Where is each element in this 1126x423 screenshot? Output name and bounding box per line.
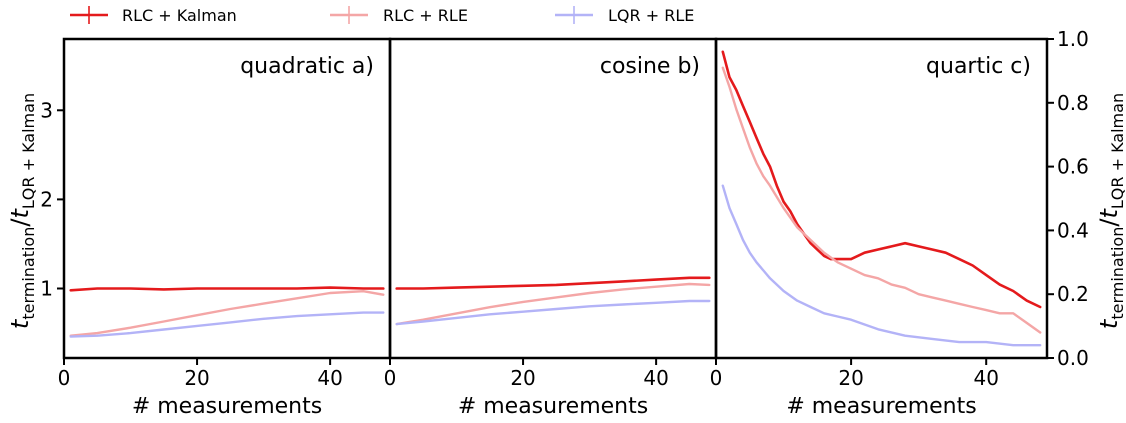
panel-1-xlabel: # measurements <box>132 394 322 419</box>
panel-3-ytick-label-0: 0.0 <box>1057 346 1089 370</box>
legend-item-lqr-rle: LQR + RLE <box>555 6 694 25</box>
panel-2-series-rlc-kalman <box>395 276 711 290</box>
panel-3-ytick-label-1: 0.2 <box>1057 282 1089 306</box>
y-label-sub-den: LQR + Kalman <box>19 93 38 209</box>
panel-3-ytick-label-2: 0.4 <box>1057 218 1089 242</box>
legend-label-rlc-rle: RLC + RLE <box>383 6 468 25</box>
panel-2-title: cosine b) <box>600 54 700 79</box>
panel-2-xlabel: # measurements <box>458 394 648 419</box>
panels: 0 20 40 1 2 3 quadratic a) # measurements 0 20 40 c… <box>40 27 1089 419</box>
panel-3-series-lqr-rle <box>721 184 1042 347</box>
y-label-right-t-den: t <box>1095 208 1123 219</box>
panel-1-ytick-label-0: 1 <box>40 276 53 300</box>
y-label-t-den: t <box>6 208 34 219</box>
panel-1: 0 20 40 1 2 3 quadratic a) # measurements <box>40 37 392 419</box>
y-label-right-sub-den: LQR + Kalman <box>1108 93 1126 209</box>
y-axis-label-right: ttermination/tLQR + Kalman <box>1095 93 1126 329</box>
panel-2-xtick-label-1: 20 <box>510 366 535 390</box>
y-label-t-main: t <box>6 318 34 329</box>
y-label-slash: / <box>6 218 34 227</box>
panel-1-series-rlc-rle <box>69 290 385 337</box>
panel-1-series-rlc-kalman <box>69 286 385 292</box>
panel-3-xtick-label-1: 20 <box>838 366 863 390</box>
panel-3-xtick-label-0: 0 <box>710 366 723 390</box>
legend-label-rlc-kalman: RLC + Kalman <box>122 6 237 25</box>
panel-1-ytick-label-2: 3 <box>40 98 53 122</box>
panel-3-frame <box>714 37 1049 360</box>
panel-3-xlabel: # measurements <box>786 394 976 419</box>
panel-2-series-lqr-rle <box>395 299 711 326</box>
y-label-right-t-main: t <box>1095 318 1123 329</box>
panel-1-ytick-label-1: 2 <box>40 187 53 211</box>
panel-2: 0 20 40 cosine b) # measurements <box>384 37 718 419</box>
panel-3-series-rlc-rle <box>721 66 1042 334</box>
legend-label-lqr-rle: LQR + RLE <box>608 6 694 25</box>
panel-2-xtick-label-0: 0 <box>384 366 397 390</box>
legend: RLC + Kalman RLC + RLE LQR + RLE <box>70 6 694 25</box>
y-label-sub-main: termination <box>19 227 38 320</box>
panel-3: 0 20 40 0.0 0.2 0.4 0.6 0.8 1.0 quartic c) # measu… <box>710 27 1089 419</box>
panel-3-series-rlc-kalman <box>721 50 1042 309</box>
panel-3-xtick-label-2: 40 <box>973 366 998 390</box>
panel-3-title: quartic c) <box>926 54 1031 79</box>
panel-2-series-rlc-rle <box>395 282 711 326</box>
panel-1-xtick-label-0: 0 <box>58 366 71 390</box>
panel-2-xtick-label-2: 40 <box>643 366 668 390</box>
panel-3-ytick-label-5: 1.0 <box>1057 27 1089 51</box>
legend-item-rlc-rle: RLC + RLE <box>330 6 468 25</box>
panel-1-title: quadratic a) <box>240 54 374 79</box>
y-label-right-slash: / <box>1095 218 1123 227</box>
y-label-right-sub-main: termination <box>1108 227 1126 320</box>
panel-3-ytick-label-3: 0.6 <box>1057 155 1089 179</box>
legend-item-rlc-kalman: RLC + Kalman <box>70 6 237 25</box>
panel-1-xtick-label-1: 20 <box>184 366 209 390</box>
panel-1-series-lqr-rle <box>69 311 385 338</box>
panel-3-ytick-label-4: 0.8 <box>1057 91 1089 115</box>
panel-1-xtick-label-2: 40 <box>317 366 342 390</box>
y-axis-label-left: ttermination/tLQR + Kalman <box>6 93 38 329</box>
